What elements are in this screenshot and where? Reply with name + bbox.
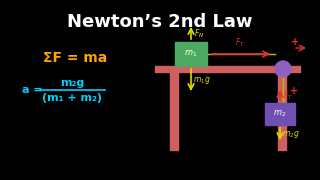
Bar — [170, 72, 178, 150]
Text: +: + — [291, 37, 299, 47]
Text: (m₁ + m₂): (m₁ + m₂) — [42, 93, 102, 103]
Text: $F_T$: $F_T$ — [283, 89, 293, 102]
Text: ΣF = ma: ΣF = ma — [43, 51, 107, 65]
Bar — [175, 42, 207, 66]
Text: +: + — [290, 86, 298, 96]
Text: a =: a = — [22, 85, 43, 95]
Text: $m_2$: $m_2$ — [273, 109, 287, 119]
Text: $m_2g$: $m_2g$ — [282, 129, 300, 140]
Text: $F_T$: $F_T$ — [235, 37, 245, 49]
Bar — [155, 66, 300, 72]
Bar — [278, 72, 286, 150]
Text: $m_1g$: $m_1g$ — [193, 75, 211, 86]
Text: $m_1$: $m_1$ — [184, 49, 198, 59]
Text: m₂g: m₂g — [60, 78, 84, 88]
Bar — [265, 103, 295, 125]
Text: $F_N$: $F_N$ — [194, 27, 204, 39]
Circle shape — [275, 61, 291, 77]
Text: Newton’s 2nd Law: Newton’s 2nd Law — [67, 13, 253, 31]
